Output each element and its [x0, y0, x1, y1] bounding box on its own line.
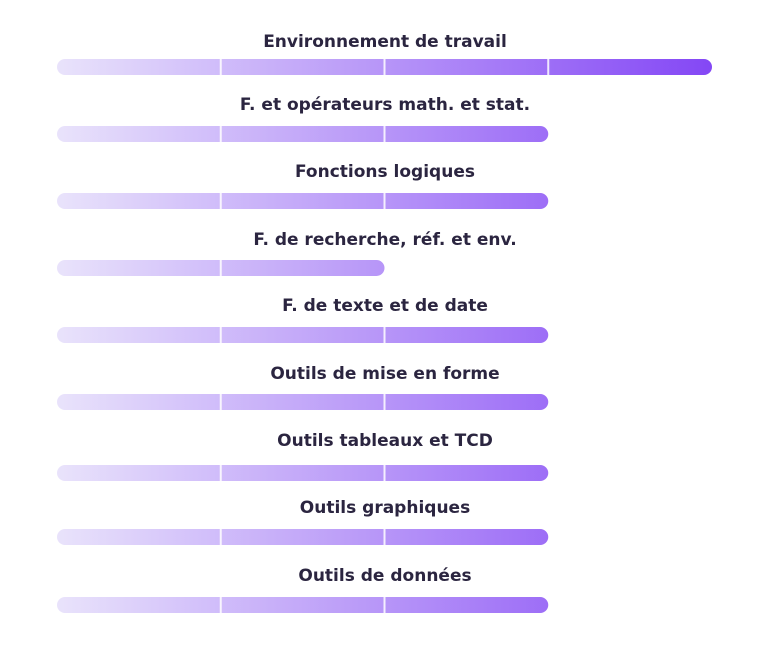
- bar-segment-separator: [383, 394, 386, 410]
- category-label: Outils de mise en forme: [270, 364, 499, 384]
- bar-segment-separator: [383, 193, 386, 209]
- skill-bar: [57, 193, 549, 209]
- bar-segment-separator: [383, 59, 386, 75]
- bar-segment-separator: [383, 126, 386, 142]
- bar-segment-separator: [219, 193, 222, 209]
- bar-segment-separator: [219, 327, 222, 343]
- bar-segment-separator: [383, 465, 386, 481]
- category-label: Outils tableaux et TCD: [277, 431, 493, 451]
- bar-segment-separator: [219, 597, 222, 613]
- category-label: F. de recherche, réf. et env.: [253, 230, 516, 250]
- skill-bar: [57, 394, 549, 410]
- category-label: Fonctions logiques: [295, 162, 475, 182]
- skill-bar: [57, 126, 549, 142]
- skill-bar: [57, 327, 549, 343]
- category-label: Environnement de travail: [263, 32, 507, 52]
- bar-segment-separator: [219, 260, 222, 276]
- bar-segment-separator: [219, 394, 222, 410]
- bar-segment-separator: [219, 59, 222, 75]
- bar-segment-separator: [219, 529, 222, 545]
- bar-segment-separator: [383, 597, 386, 613]
- bar-segment-separator: [219, 126, 222, 142]
- bar-segment-separator: [383, 529, 386, 545]
- skill-bar: [57, 465, 549, 481]
- bar-segment-separator: [219, 465, 222, 481]
- category-label: Outils de données: [298, 566, 471, 586]
- bars-group: Environnement de travail F. et opérateurs…: [57, 32, 712, 613]
- category-label: Outils graphiques: [300, 498, 470, 518]
- category-label: F. de texte et de date: [282, 296, 488, 316]
- skill-bar: [57, 529, 549, 545]
- bar-segment-separator: [547, 59, 550, 75]
- category-label: F. et opérateurs math. et stat.: [240, 95, 530, 115]
- bar-segment-separator: [383, 327, 386, 343]
- skill-bar: [57, 597, 549, 613]
